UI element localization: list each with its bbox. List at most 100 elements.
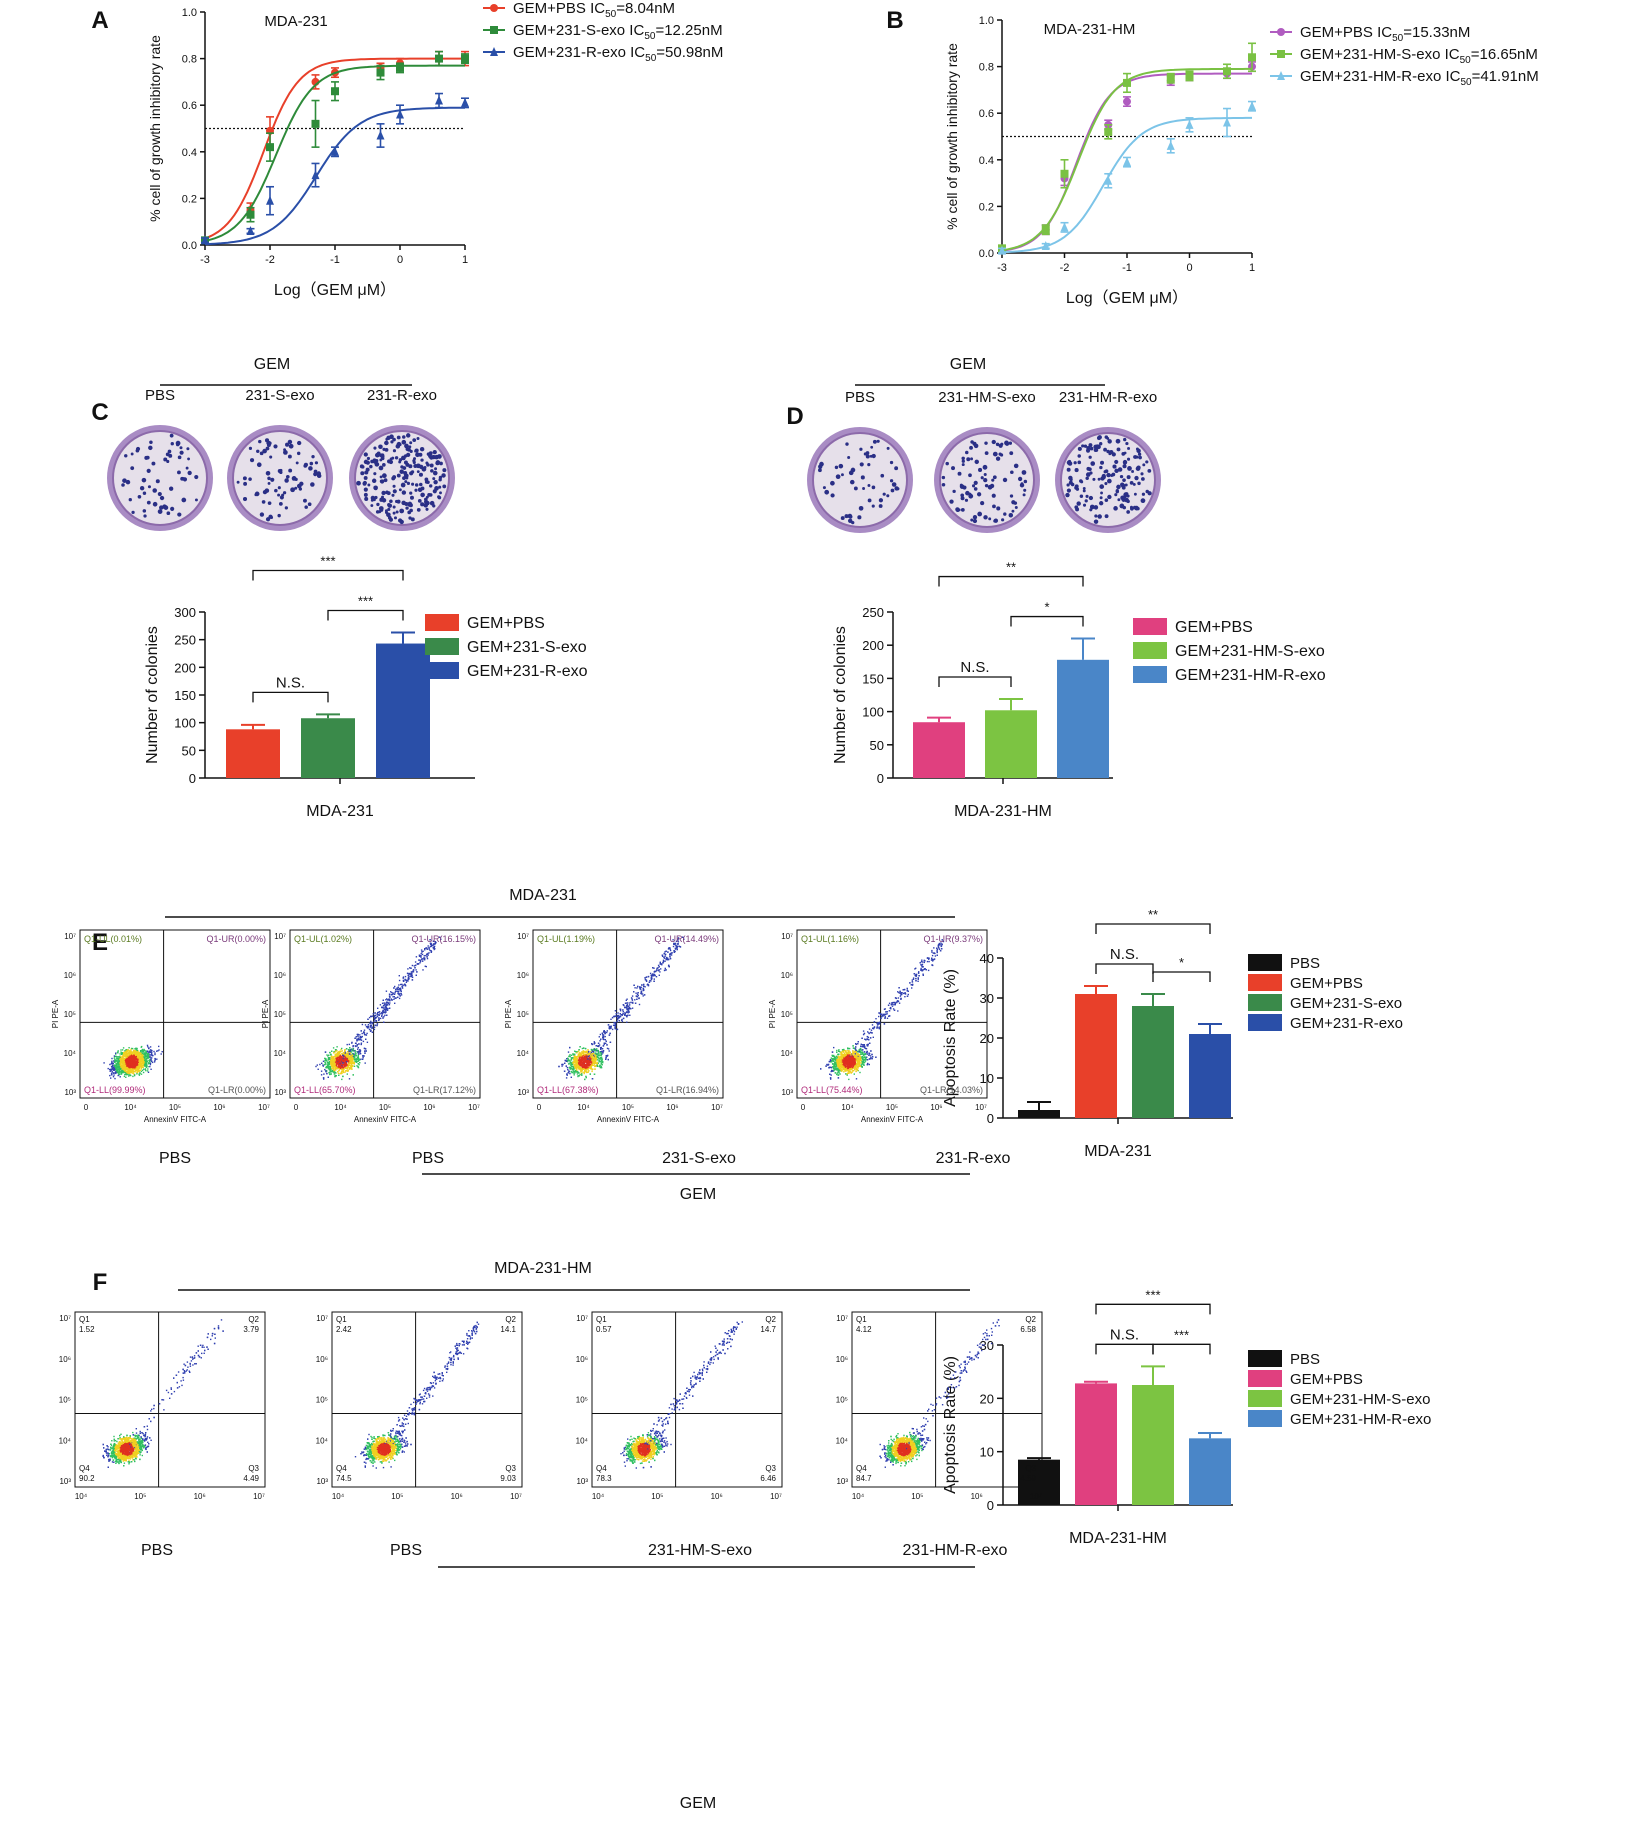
x-axis-label: Log（GEM μM） <box>274 281 396 299</box>
colony <box>1122 478 1126 483</box>
colony <box>822 486 826 490</box>
event-dot <box>144 1056 147 1058</box>
event-dot <box>341 1062 343 1064</box>
y-tick-label: 10⁶ <box>64 971 76 980</box>
bar <box>301 718 355 778</box>
event-dot <box>130 1050 132 1052</box>
event-dot <box>394 990 397 992</box>
event-dot <box>394 1002 396 1004</box>
colony <box>1106 472 1111 478</box>
data-point <box>1185 119 1194 129</box>
event-dot <box>338 1059 340 1062</box>
event-dot <box>344 1063 346 1066</box>
colony <box>867 463 871 467</box>
event-dot <box>366 1041 369 1043</box>
event-dot <box>335 1066 338 1068</box>
x-axis-label: AnnexinV FITC-A <box>597 1115 660 1124</box>
colony <box>243 481 248 486</box>
event-dot <box>346 1056 348 1058</box>
colony <box>1083 444 1088 448</box>
colony <box>1079 494 1084 498</box>
colony <box>364 470 369 475</box>
event-dot <box>140 1073 143 1075</box>
event-dot <box>394 997 396 999</box>
event-dot <box>137 1057 139 1059</box>
event-dot <box>328 1057 330 1059</box>
event-dot <box>359 1052 361 1054</box>
event-dot <box>358 1059 360 1061</box>
event-dot <box>147 1071 150 1073</box>
event-dot <box>133 1057 135 1059</box>
data-point <box>461 97 469 107</box>
event-dot <box>358 1039 360 1041</box>
y-tick-label: 10³ <box>64 1088 76 1097</box>
colony <box>392 511 396 515</box>
event-dot <box>118 1063 121 1066</box>
event-dot <box>415 974 417 976</box>
event-dot <box>347 1064 349 1066</box>
colony <box>1077 460 1082 465</box>
event-dot <box>149 1062 152 1064</box>
event-dot <box>333 1070 335 1072</box>
colony <box>362 480 367 485</box>
event-dot <box>133 1073 136 1076</box>
event-dot <box>136 1049 139 1052</box>
colony <box>1011 509 1015 513</box>
event-dot <box>353 1057 355 1059</box>
event-dot <box>329 1067 332 1069</box>
event-dot <box>321 1062 323 1064</box>
event-dot <box>414 967 416 969</box>
quadrant-label-ll: Q1-LL(99.99%) <box>84 1085 146 1095</box>
legend-label: GEM+231-HM-S-exo <box>1175 643 1325 660</box>
colony <box>378 465 384 471</box>
data-point <box>1223 67 1231 76</box>
event-dot <box>423 959 426 961</box>
event-dot <box>117 1068 120 1070</box>
colony <box>304 505 308 509</box>
event-dot <box>400 983 402 986</box>
event-dot <box>369 1022 371 1024</box>
colony <box>1132 505 1137 510</box>
event-dot <box>122 1061 125 1063</box>
event-dot <box>415 969 417 971</box>
event-dot <box>335 1065 337 1068</box>
event-dot <box>340 1061 342 1063</box>
colony <box>248 446 253 450</box>
event-dot <box>350 1057 352 1060</box>
quadrant-label-ul: Q1-UL(0.01%) <box>84 934 142 944</box>
colony <box>941 475 946 480</box>
event-dot <box>379 1017 382 1020</box>
event-dot <box>114 1061 116 1063</box>
event-dot <box>356 1033 359 1036</box>
significance-bracket <box>252 691 329 703</box>
legend-label: GEM+231-S-exo <box>467 639 587 656</box>
colony <box>1099 465 1103 470</box>
event-dot <box>385 1011 387 1013</box>
event-dot <box>356 1051 358 1053</box>
colony <box>1002 477 1008 483</box>
colony <box>988 517 992 521</box>
colony <box>1070 482 1075 487</box>
event-dot <box>125 1072 127 1074</box>
event-dot <box>113 1060 115 1062</box>
event-dot <box>387 1002 390 1004</box>
event-dot <box>124 1053 126 1055</box>
colony <box>1140 498 1146 504</box>
event-dot <box>134 1054 137 1056</box>
event-dot <box>393 996 395 998</box>
event-dot <box>385 1009 387 1011</box>
colony <box>1087 467 1092 472</box>
event-dot <box>411 972 413 974</box>
event-dot <box>366 1026 369 1029</box>
event-dot <box>130 1052 132 1055</box>
colony <box>980 500 985 506</box>
event-dot <box>368 1028 371 1031</box>
colony <box>1099 484 1105 489</box>
event-dot <box>422 969 424 971</box>
event-dot <box>357 1063 359 1065</box>
significance-bracket <box>1010 615 1084 627</box>
colony <box>439 461 443 466</box>
colony <box>409 495 414 500</box>
event-dot <box>340 1048 342 1051</box>
event-dot <box>347 1060 350 1062</box>
